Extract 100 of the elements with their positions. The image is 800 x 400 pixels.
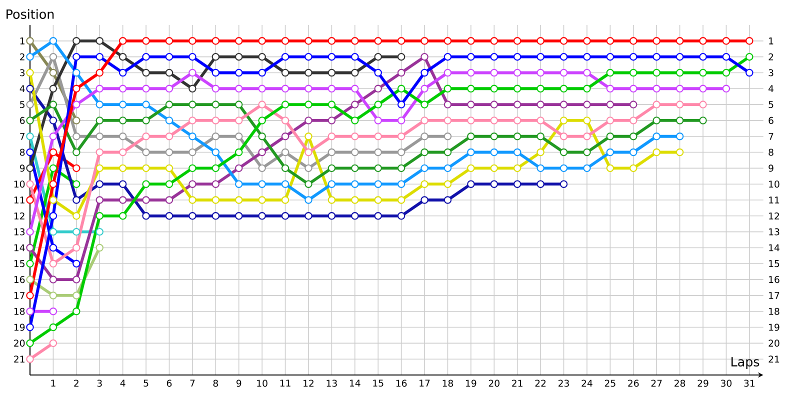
point bbox=[351, 132, 359, 140]
point bbox=[490, 116, 498, 124]
point bbox=[72, 276, 80, 284]
point bbox=[351, 148, 359, 156]
point bbox=[72, 132, 80, 140]
point bbox=[676, 132, 684, 140]
y2-tick-label: 13 bbox=[769, 228, 780, 236]
point bbox=[72, 292, 80, 300]
point bbox=[281, 37, 290, 45]
point bbox=[630, 116, 638, 124]
point bbox=[420, 132, 428, 140]
point bbox=[72, 100, 80, 108]
point bbox=[397, 180, 406, 188]
point bbox=[374, 212, 382, 220]
point bbox=[96, 52, 104, 61]
point bbox=[467, 84, 475, 93]
point bbox=[26, 323, 34, 332]
point bbox=[26, 260, 34, 268]
y-tick-label: 8 bbox=[20, 148, 25, 156]
point bbox=[26, 164, 34, 172]
point bbox=[281, 100, 290, 108]
point bbox=[583, 164, 591, 172]
point bbox=[490, 84, 498, 93]
x-tick-label: 26 bbox=[628, 380, 639, 387]
y2-tick-label: 12 bbox=[769, 212, 779, 220]
point bbox=[258, 116, 266, 124]
point bbox=[583, 148, 591, 156]
point bbox=[536, 164, 544, 172]
point bbox=[467, 100, 475, 108]
point bbox=[212, 148, 220, 156]
point bbox=[490, 52, 498, 61]
point bbox=[397, 116, 406, 124]
point bbox=[234, 212, 243, 220]
point bbox=[397, 132, 406, 140]
point bbox=[351, 116, 359, 124]
point bbox=[652, 84, 660, 93]
y2-tick-label: 8 bbox=[768, 148, 774, 156]
y-tick-label: 10 bbox=[14, 180, 25, 188]
x-tick-label: 9 bbox=[236, 380, 242, 387]
point bbox=[420, 68, 428, 77]
point bbox=[630, 68, 638, 77]
point bbox=[96, 68, 104, 77]
point bbox=[165, 68, 174, 77]
point bbox=[188, 148, 196, 156]
point bbox=[374, 68, 382, 77]
point bbox=[652, 148, 660, 156]
point bbox=[234, 52, 243, 61]
point bbox=[212, 84, 220, 93]
point bbox=[49, 292, 58, 300]
point bbox=[513, 164, 522, 172]
point bbox=[606, 148, 614, 156]
y2-tick-label: 19 bbox=[769, 324, 780, 331]
point bbox=[699, 116, 707, 124]
point bbox=[72, 212, 80, 220]
point bbox=[444, 196, 452, 204]
point bbox=[118, 52, 127, 61]
point bbox=[165, 164, 174, 172]
y-tick-label: 6 bbox=[20, 116, 25, 124]
point bbox=[676, 37, 684, 45]
point bbox=[536, 52, 544, 61]
point bbox=[328, 196, 336, 204]
y2-tick-label: 20 bbox=[768, 340, 780, 347]
point bbox=[676, 68, 684, 77]
x-tick-label: 31 bbox=[744, 380, 754, 387]
point bbox=[583, 37, 591, 45]
point bbox=[420, 52, 428, 61]
point bbox=[26, 37, 34, 45]
point bbox=[676, 148, 684, 156]
point bbox=[165, 84, 174, 93]
point bbox=[328, 84, 336, 93]
point bbox=[142, 196, 150, 204]
point bbox=[281, 180, 290, 188]
point bbox=[165, 100, 174, 108]
y-tick-label: 12 bbox=[14, 212, 24, 220]
y2-tick-label: 1 bbox=[769, 38, 774, 44]
x-tick-label: 8 bbox=[213, 380, 218, 387]
point bbox=[397, 52, 406, 61]
point bbox=[420, 84, 428, 93]
x-tick-label: 25 bbox=[604, 380, 616, 387]
point bbox=[722, 52, 730, 61]
point bbox=[536, 132, 544, 140]
point bbox=[304, 116, 312, 124]
point bbox=[560, 132, 568, 140]
x-tick-label: 2 bbox=[74, 380, 78, 387]
point bbox=[536, 116, 544, 124]
point bbox=[420, 164, 428, 172]
y-tick-label: 17 bbox=[14, 292, 24, 299]
point bbox=[328, 68, 336, 77]
point bbox=[96, 228, 104, 236]
point bbox=[560, 164, 568, 172]
point bbox=[258, 196, 266, 204]
point bbox=[234, 180, 243, 188]
x-tick-label: 15 bbox=[373, 380, 384, 387]
x-axis-title: Laps bbox=[732, 357, 760, 369]
point bbox=[536, 37, 544, 45]
point bbox=[234, 116, 243, 124]
point bbox=[26, 84, 34, 93]
point bbox=[722, 37, 730, 45]
point bbox=[72, 260, 80, 268]
point bbox=[513, 100, 522, 108]
